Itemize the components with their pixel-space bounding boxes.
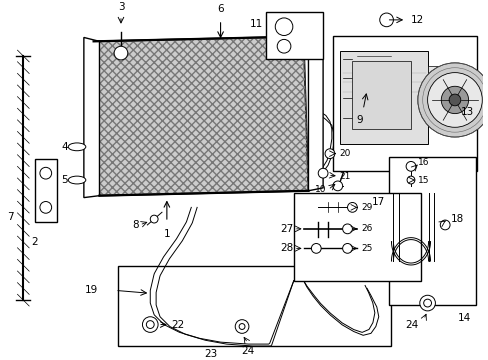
Text: 29: 29 [361,203,372,212]
Text: 27: 27 [280,224,293,234]
Circle shape [417,63,488,137]
Circle shape [150,215,158,223]
Bar [339,51,427,144]
Text: 16: 16 [417,158,428,167]
Circle shape [406,162,415,171]
Circle shape [379,13,393,27]
Circle shape [277,39,290,53]
Circle shape [235,320,248,333]
Polygon shape [93,36,308,195]
Text: 13: 13 [460,107,473,117]
Text: 14: 14 [457,313,470,323]
Circle shape [427,73,481,127]
Text: 26: 26 [361,224,372,233]
Text: 15: 15 [417,176,428,185]
Circle shape [114,46,127,60]
Polygon shape [308,35,323,191]
Circle shape [342,243,352,253]
Text: 24: 24 [405,320,418,330]
Text: 25: 25 [361,244,372,253]
Text: 7: 7 [7,212,14,222]
Bar [266,12,323,59]
Text: 17: 17 [370,198,384,207]
Circle shape [40,167,52,179]
Text: 24: 24 [241,346,254,356]
Text: 4: 4 [61,142,68,152]
Circle shape [275,18,292,36]
Text: 19: 19 [85,285,98,295]
Circle shape [40,202,52,213]
Text: 23: 23 [204,349,217,359]
Circle shape [146,321,154,328]
Bar [427,66,444,90]
Text: 8: 8 [132,220,138,230]
Text: 18: 18 [450,214,463,224]
Text: 3: 3 [118,2,124,12]
Text: 28: 28 [280,243,293,253]
Text: 1: 1 [163,229,170,239]
Text: 5: 5 [61,175,68,185]
Ellipse shape [68,176,85,184]
Bar [332,36,476,171]
Text: 6: 6 [217,4,224,14]
Circle shape [440,86,468,114]
Text: 2: 2 [32,237,38,247]
Bar [118,266,391,346]
Text: 11: 11 [249,19,262,29]
Circle shape [318,168,327,178]
Circle shape [325,149,334,158]
Circle shape [419,295,434,311]
Circle shape [142,317,158,332]
Circle shape [423,299,430,307]
Bar [35,158,57,222]
Text: 12: 12 [410,15,424,25]
Text: 22: 22 [171,320,184,329]
Bar [388,157,475,305]
Bar [293,193,420,280]
Circle shape [342,224,352,234]
Circle shape [448,94,460,106]
Circle shape [239,324,244,329]
Text: 9: 9 [355,114,362,125]
Circle shape [311,243,321,253]
Text: 21: 21 [339,172,350,181]
Circle shape [406,176,414,184]
Text: 10: 10 [314,185,325,194]
Text: 20: 20 [339,149,350,158]
Ellipse shape [68,143,85,151]
Circle shape [332,181,342,191]
Bar [352,61,410,129]
Polygon shape [83,37,99,198]
Circle shape [439,220,449,230]
Circle shape [347,202,357,212]
